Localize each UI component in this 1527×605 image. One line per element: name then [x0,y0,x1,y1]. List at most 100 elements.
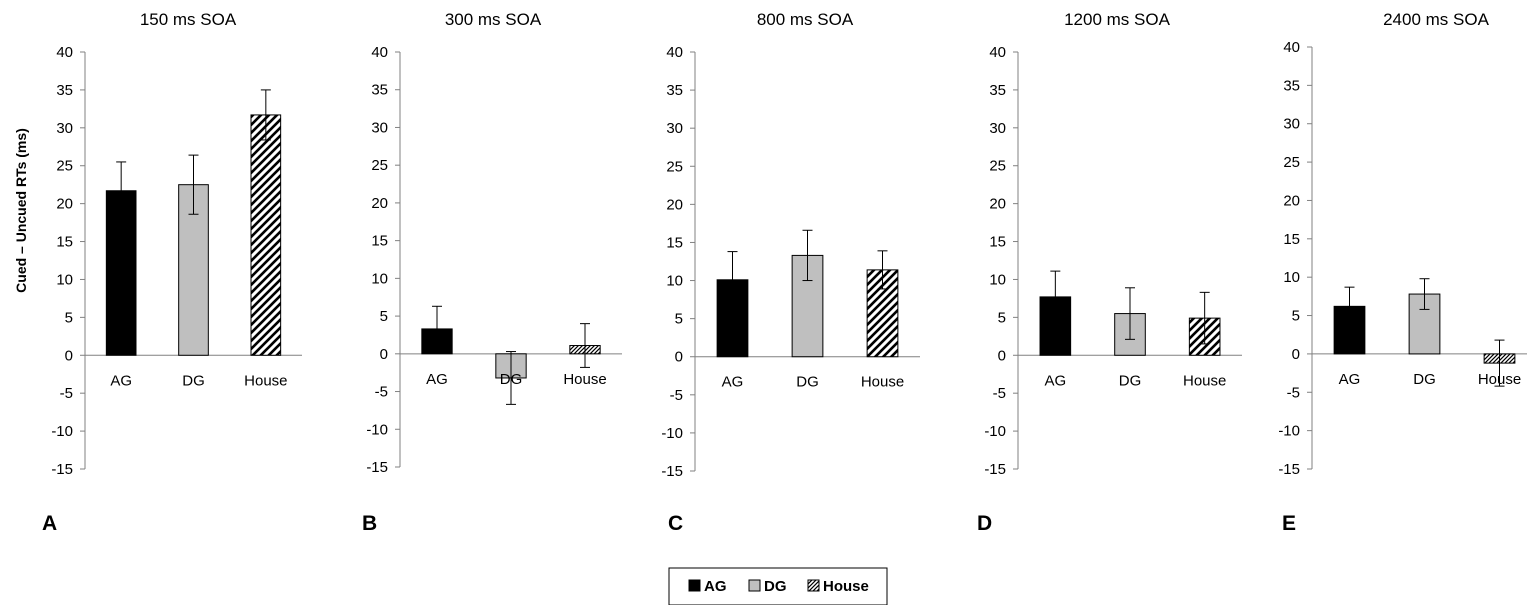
legend: AG DG House [668,567,888,605]
x-category-label: House [861,374,904,391]
y-tick-label: -10 [984,423,1006,440]
chart-panel-d: 1200 ms SOA 40 35 30 25 20 15 10 5 0 -5 -10 -15 AG DG H… [977,10,1242,535]
y-tick-label: 25 [56,158,73,175]
y-tick-label: 40 [989,44,1006,61]
y-tick-label: 40 [371,44,388,61]
y-tick-label: -10 [51,423,73,440]
chart-panel-a: 150 ms SOA 40 35 30 25 20 15 10 5 0 -5 -10 -15 AG DG Ho… [13,10,302,535]
y-tick-label: -15 [51,461,73,478]
y-tick-label: 0 [1292,346,1300,363]
legend-frame [668,567,888,605]
legend-swatch-house [807,579,820,592]
y-tick-label: -15 [1278,461,1300,478]
y-tick-label: 25 [1283,154,1300,171]
y-tick-label: 40 [1283,39,1300,56]
panel-letter: E [1282,512,1296,535]
y-tick-label: 30 [56,120,73,137]
x-category-label: DG [1413,371,1436,388]
legend-swatch-dg [748,579,761,592]
y-tick-label: 5 [380,308,388,325]
y-tick-label: 20 [666,196,683,213]
y-tick-label: 20 [56,196,73,213]
x-category-label: AG [426,371,448,388]
x-category-label: DG [500,371,523,388]
y-tick-label: -10 [661,425,683,442]
chart-title: 300 ms SOA [445,10,542,29]
y-tick-label: 20 [989,196,1006,213]
y-tick-label: 30 [371,119,388,136]
x-category-label: House [1478,371,1521,388]
y-tick-label: 0 [65,347,73,364]
y-tick-label: 15 [371,233,388,250]
chart-title: 800 ms SOA [757,10,854,29]
bar-dg [178,184,209,356]
y-tick-label: 10 [56,271,73,288]
y-tick-label: 15 [666,234,683,251]
y-tick-label: 0 [675,349,683,366]
y-tick-label: 10 [1283,269,1300,286]
y-tick-label: 10 [371,270,388,287]
y-tick-label: 30 [989,120,1006,137]
panel-letter: D [977,512,992,535]
y-tick-label: 5 [1292,308,1300,325]
x-category-label: AG [1339,371,1361,388]
x-category-label: AG [722,374,744,391]
y-tick-label: 20 [371,195,388,212]
chart-title: 1200 ms SOA [1064,10,1170,29]
chart-panel-c: 800 ms SOA 40 35 30 25 20 15 10 5 0 -5 -10 -15 AG DG Ho… [661,10,920,535]
y-tick-label: 35 [989,82,1006,99]
y-tick-label: 0 [998,347,1006,364]
y-axis-label: Cued – Uncued RTs (ms) [13,128,29,293]
y-tick-label: -15 [366,459,388,476]
bar-house [250,114,282,356]
x-category-label: AG [1044,372,1066,389]
chart-title: 150 ms SOA [140,10,237,29]
legend-label-dg: DG [764,578,787,595]
legend-swatch-ag [688,579,701,592]
y-tick-label: -5 [375,384,388,401]
y-tick-label: 25 [989,158,1006,175]
chart-panel-b: 300 ms SOA 40 35 30 25 20 15 10 5 0 -5 -10 -15 AG DG Ho… [362,10,622,535]
y-tick-label: 30 [1283,116,1300,133]
y-tick-label: 40 [56,44,73,61]
panel-letter: C [668,512,683,535]
panel-letter: A [42,512,57,535]
y-tick-label: 0 [380,346,388,363]
y-tick-label: 40 [666,44,683,61]
x-category-label: DG [796,374,819,391]
y-tick-label: 20 [1283,192,1300,209]
legend-label-house: House [823,578,869,595]
y-tick-label: 10 [989,271,1006,288]
x-category-label: DG [182,372,205,389]
y-tick-label: 35 [56,82,73,99]
chart-title: 2400 ms SOA [1383,10,1489,29]
y-tick-label: 25 [371,157,388,174]
legend-label-ag: AG [704,578,727,595]
y-tick-label: -15 [661,463,683,480]
y-tick-label: -5 [60,385,73,402]
y-tick-label: 35 [371,82,388,99]
y-tick-label: 30 [666,120,683,137]
y-tick-label: 5 [998,309,1006,326]
x-category-label: House [244,372,287,389]
y-tick-label: 35 [1283,77,1300,94]
y-tick-label: 15 [56,234,73,251]
y-tick-label: 15 [989,234,1006,251]
y-tick-label: 5 [675,311,683,328]
y-tick-label: -5 [670,387,683,404]
x-category-label: House [1183,372,1226,389]
y-tick-label: 15 [1283,231,1300,248]
y-tick-label: -15 [984,461,1006,478]
y-tick-label: 35 [666,82,683,99]
x-category-label: AG [110,372,132,389]
y-tick-label: 10 [666,273,683,290]
y-tick-label: -5 [993,385,1006,402]
y-tick-label: -5 [1287,384,1300,401]
x-category-label: DG [1119,372,1142,389]
y-tick-label: 5 [65,309,73,326]
y-tick-label: 25 [666,158,683,175]
y-tick-label: -10 [366,421,388,438]
y-tick-label: -10 [1278,423,1300,440]
chart-panel-e: 2400 ms SOA 40 35 30 25 20 15 10 5 0 -5 -10 -15 AG DG H… [1278,10,1527,535]
